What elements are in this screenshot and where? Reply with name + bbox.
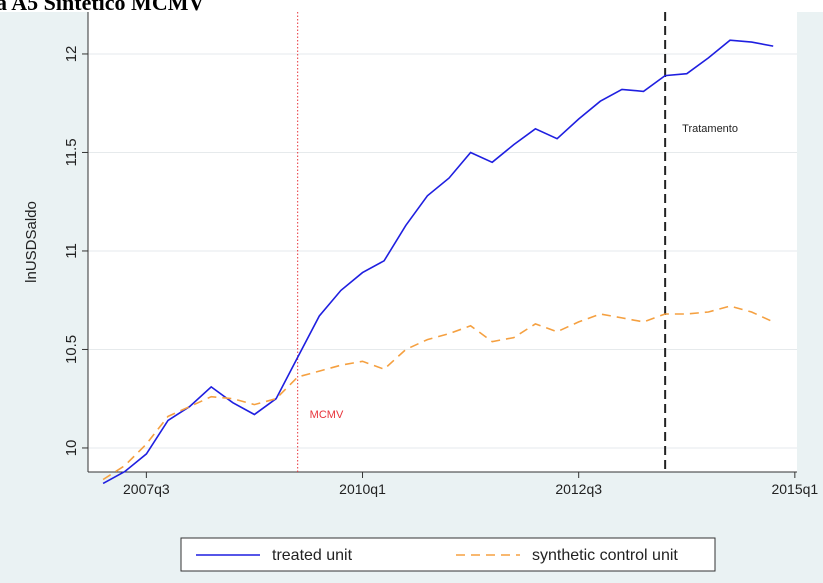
chart-title: a A5 Sintético MCMV [0,0,204,15]
x-tick-label: 2012q3 [555,481,602,497]
line-series [102,305,774,481]
plot-area [88,12,797,472]
x-tick-label: 2015q1 [771,481,818,497]
line-series [102,39,774,485]
y-tick-label: 10.5 [63,335,80,364]
y-axis-title: lnUSDSaldo [23,201,40,283]
x-tick-label: 2007q3 [123,481,170,497]
y-tick-label: 11 [63,243,80,259]
annotation: Tratamento [682,123,738,135]
annotation: MCMV [310,409,344,421]
y-tick-label: 12 [63,46,80,63]
legend-label: treated unit [272,547,353,564]
y-tick-label: 10 [63,440,80,457]
y-tick-label: 11.5 [63,138,80,166]
legend-box [180,537,716,572]
x-tick-label: 2010q1 [339,481,386,497]
legend-label: synthetic control unit [532,547,678,564]
